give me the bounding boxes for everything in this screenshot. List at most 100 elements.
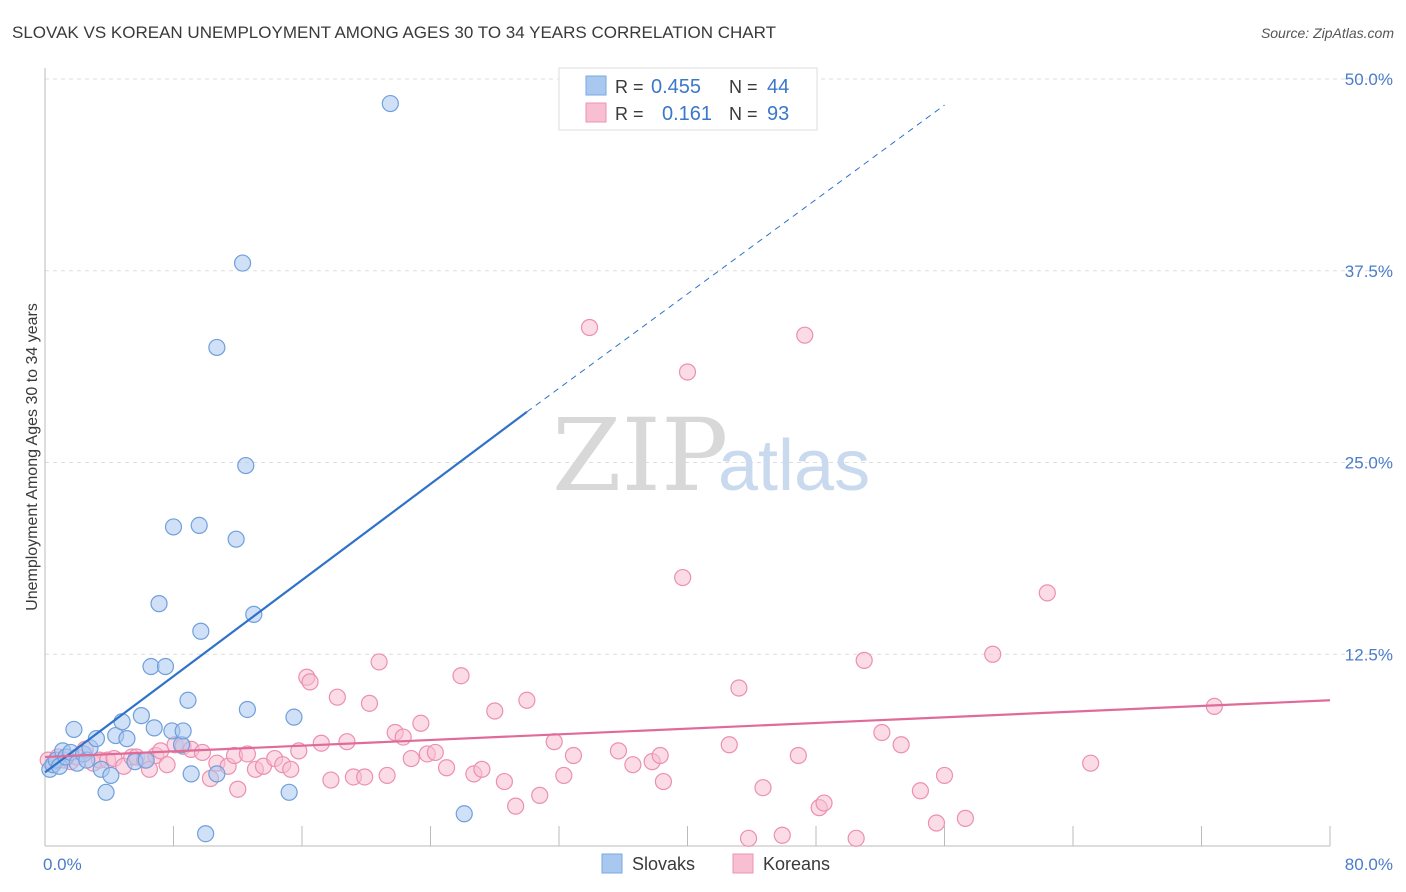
slovak-point [455, 805, 473, 823]
korean-point [402, 749, 420, 768]
bottom-legend-label-slovaks: Slovaks [632, 854, 695, 874]
korean-point [531, 786, 549, 804]
slovak-point [238, 700, 256, 719]
slovak-point [102, 766, 120, 785]
slovak-point [137, 751, 155, 769]
korean-point [412, 714, 430, 732]
korean-point [495, 772, 513, 791]
korean-point [754, 779, 772, 797]
slovak-point [142, 657, 160, 676]
slovak-point [164, 518, 183, 536]
korean-point [651, 746, 669, 765]
korean-point [545, 733, 563, 751]
korean-point [796, 326, 814, 344]
slovak-point [280, 783, 298, 801]
korean-point [356, 768, 374, 786]
korean-point [654, 772, 673, 791]
x-tick-label: 80.0% [1345, 855, 1393, 874]
slovak-point [182, 765, 200, 783]
korean-point [486, 702, 504, 720]
korean-point [935, 766, 954, 785]
korean-point [739, 829, 758, 847]
legend-r-value-koreans: 0.161 [662, 103, 712, 125]
watermark-zip: ZIP [552, 397, 728, 514]
slovak-point [237, 456, 255, 475]
slovak-point [285, 708, 303, 726]
korean-point [674, 568, 692, 587]
korean-point [238, 745, 256, 763]
legend-top: R = 0.455 N = 44 R = 0.161 N = 93 [558, 67, 818, 131]
slovak-point [150, 595, 168, 613]
slovak-point [381, 94, 399, 113]
korean-point [678, 363, 697, 381]
slovak-point [190, 516, 208, 534]
korean-point [426, 743, 444, 762]
koreans-trend-line [44, 699, 1331, 759]
legend-r-label-slovaks: R = [615, 77, 644, 97]
slovak-point [227, 530, 245, 548]
korean-point [328, 688, 346, 706]
korean-point [984, 645, 1002, 663]
chart-source: Source: ZipAtlas.com [1261, 25, 1394, 41]
slovak-point [208, 765, 226, 783]
slovak-point [65, 720, 83, 739]
korean-point [555, 766, 573, 785]
slovaks-trend-line [44, 410, 528, 774]
korean-point [1082, 754, 1100, 772]
x-tick-label: 0.0% [43, 855, 82, 874]
korean-point [229, 780, 247, 798]
korean-point [518, 691, 536, 709]
watermark: ZIP atlas [552, 397, 870, 514]
y-tick-label: 37.5% [1345, 262, 1393, 281]
korean-point [360, 694, 379, 712]
korean-point [956, 809, 974, 827]
legend-n-label-koreans: N = [729, 104, 758, 124]
legend-r-label-koreans: R = [615, 104, 644, 124]
slovak-point [145, 719, 163, 737]
korean-point [815, 794, 833, 812]
korean-point [322, 771, 340, 789]
slovak-point [174, 722, 192, 740]
korean-point [507, 797, 525, 815]
trend-lines [44, 104, 1331, 774]
korean-point [911, 782, 930, 800]
korean-point [892, 736, 910, 754]
slovak-point [132, 707, 150, 725]
korean-point [855, 651, 873, 669]
korean-point [452, 667, 470, 685]
korean-point [1038, 584, 1056, 602]
korean-point [847, 829, 865, 847]
slovak-point [192, 622, 210, 640]
watermark-atlas: atlas [718, 426, 870, 506]
korean-point [312, 734, 330, 752]
slovak-point [208, 338, 226, 357]
legend-n-value-koreans: 93 [767, 103, 789, 125]
korean-point [927, 814, 946, 832]
korean-point [282, 760, 300, 778]
legend-r-value-slovaks: 0.455 [651, 76, 701, 98]
legend-n-label-slovaks: N = [729, 77, 758, 97]
korean-point [789, 746, 807, 765]
y-tick-label: 50.0% [1345, 70, 1393, 89]
korean-point [773, 826, 791, 844]
slovak-point [156, 657, 175, 676]
slovak-point [113, 713, 131, 731]
korean-point [301, 673, 319, 691]
korean-point [730, 679, 748, 697]
grid-lines [45, 78, 1390, 655]
slovak-point [179, 691, 197, 709]
tick-labels: 12.5% 25.0% 37.5% 50.0% 0.0% 80.0% [43, 70, 1393, 874]
korean-point [338, 733, 356, 751]
legend-n-value-slovaks: 44 [767, 76, 789, 98]
korean-point [580, 318, 599, 337]
slovak-point [97, 783, 115, 801]
korean-point [609, 742, 628, 760]
korean-point [370, 653, 388, 671]
korean-point [564, 746, 583, 765]
korean-point [873, 723, 891, 742]
korean-point [378, 766, 396, 785]
axes [44, 68, 1331, 847]
korean-point [394, 728, 412, 746]
slovak-point [118, 730, 136, 748]
